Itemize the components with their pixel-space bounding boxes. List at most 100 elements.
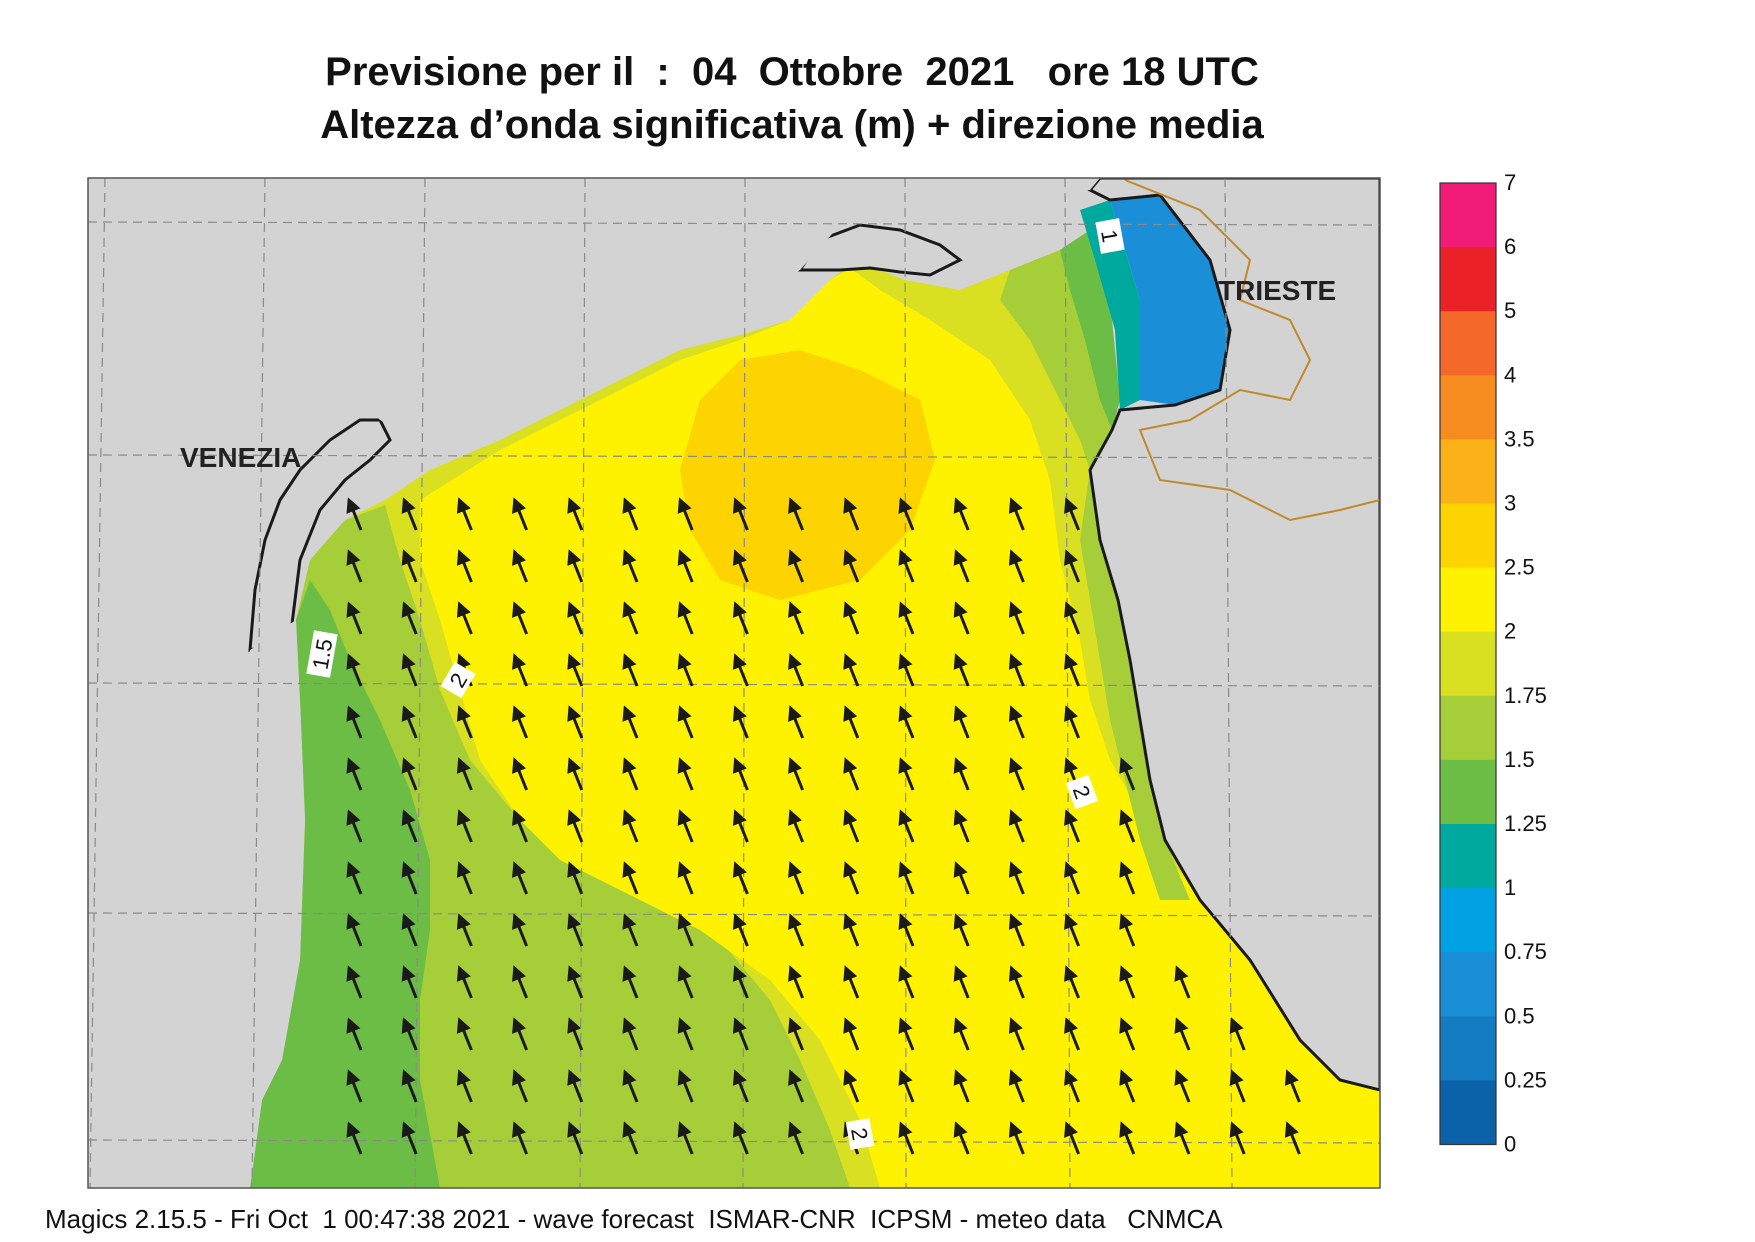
wave-direction-arrow xyxy=(512,1017,528,1051)
wave-direction-arrow xyxy=(401,601,418,635)
wave-direction-arrow xyxy=(1064,549,1080,583)
wave-direction-arrow xyxy=(898,601,915,635)
wave-direction-arrow xyxy=(788,705,804,739)
wave-direction-arrow xyxy=(346,549,363,583)
wave-direction-arrow xyxy=(512,913,528,947)
wave-direction-arrow xyxy=(788,497,804,531)
wave-direction-arrow xyxy=(677,913,694,947)
colorbar: 7 6 5 4 3.5 3 2.5 2 1.75 1.5 1.25 1 0.75 0.5 0.25 0 xyxy=(1439,170,1547,1157)
contour-label-1-5: 1.5 xyxy=(306,630,338,678)
colorbar-label: 0.5 xyxy=(1504,1003,1535,1028)
wave-direction-arrow xyxy=(512,861,528,895)
wave-direction-arrow xyxy=(843,653,860,687)
wave-direction-arrow xyxy=(622,757,639,791)
wave-direction-arrow xyxy=(1119,1069,1136,1103)
wave-direction-arrow xyxy=(953,913,970,947)
wave-direction-arrow xyxy=(456,549,473,583)
colorbar-swatch xyxy=(1440,439,1496,504)
wave-direction-arrow xyxy=(512,601,528,635)
wave-direction-arrow xyxy=(1174,1121,1191,1155)
wave-direction-arrow xyxy=(953,861,970,895)
colorbar-label: 0.25 xyxy=(1504,1067,1547,1092)
wave-direction-arrow xyxy=(567,497,584,531)
colorbar-label: 3 xyxy=(1504,491,1516,516)
wave-direction-arrow xyxy=(346,757,363,791)
wave-direction-arrow xyxy=(843,965,860,999)
wave-direction-arrow xyxy=(788,653,804,687)
wave-direction-arrow xyxy=(456,497,473,531)
wave-direction-arrow xyxy=(677,497,694,531)
wave-direction-arrow xyxy=(346,1017,363,1051)
wave-direction-arrow xyxy=(401,549,418,583)
wave-direction-arrow xyxy=(677,965,694,999)
colorbar-swatch xyxy=(1440,503,1496,569)
wave-direction-arrow xyxy=(1008,705,1025,739)
wave-direction-arrow xyxy=(456,1017,473,1051)
wave-direction-arrow xyxy=(898,913,915,947)
wave-direction-arrow xyxy=(843,497,860,531)
wave-direction-arrow xyxy=(401,705,418,739)
colorbar-swatch xyxy=(1440,1016,1496,1081)
wave-direction-arrow xyxy=(1008,1017,1025,1051)
colorbar-label: 1 xyxy=(1504,875,1516,900)
wave-direction-arrow xyxy=(346,653,363,687)
sea-zone-175-east-coast xyxy=(1080,470,1190,900)
wave-direction-arrow xyxy=(456,1121,473,1155)
map-frame xyxy=(87,177,1381,1189)
wave-direction-arrow xyxy=(456,913,473,947)
wave-direction-arrow xyxy=(1119,913,1136,947)
wave-direction-arrow xyxy=(1119,861,1136,895)
wave-direction-arrow xyxy=(677,1121,694,1155)
wave-direction-arrow xyxy=(567,1017,584,1051)
map-area: 1 1.5 2 2 2 VENEZIA TRIESTE xyxy=(88,178,1380,1188)
wave-direction-arrow xyxy=(677,601,694,635)
wave-direction-arrow xyxy=(732,757,749,791)
colorbar-label: 3.5 xyxy=(1504,426,1535,451)
wave-direction-arrow xyxy=(401,1069,418,1103)
wave-direction-arrow xyxy=(677,861,694,895)
colorbar-label: 4 xyxy=(1504,362,1516,387)
colorbar-swatch xyxy=(1440,1080,1496,1145)
wave-direction-arrow xyxy=(788,549,804,583)
wave-direction-arrow xyxy=(1008,757,1025,791)
wave-direction-arrow xyxy=(843,861,860,895)
wave-direction-arrow xyxy=(898,549,915,583)
wave-direction-arrow xyxy=(456,705,473,739)
wave-direction-arrow xyxy=(788,601,804,635)
wave-direction-arrow xyxy=(346,1121,363,1155)
wave-direction-arrow xyxy=(898,705,915,739)
wave-direction-arrow xyxy=(898,1017,915,1051)
wave-direction-arrow xyxy=(732,705,749,739)
wave-direction-arrow xyxy=(1284,1069,1301,1103)
wave-direction-arrow xyxy=(898,861,915,895)
wave-direction-arrow xyxy=(843,1069,860,1103)
wave-direction-arrow xyxy=(1064,913,1080,947)
wave-direction-arrow xyxy=(401,965,418,999)
contour-label-2-south: 2 xyxy=(845,1118,875,1150)
colorbar-swatch xyxy=(1440,695,1496,761)
wave-direction-arrow xyxy=(953,1069,970,1103)
wave-direction-arrow xyxy=(622,809,639,843)
wave-direction-arrow xyxy=(567,705,584,739)
wave-direction-arrow xyxy=(512,497,528,531)
wave-direction-arrow xyxy=(512,1121,528,1155)
svg-text:1.5: 1.5 xyxy=(308,637,338,671)
wave-direction-arrow xyxy=(456,809,473,843)
colorbar-swatch xyxy=(1440,567,1496,633)
wave-direction-arrow xyxy=(788,861,804,895)
wave-direction-arrow xyxy=(1008,653,1025,687)
colorbar-label: 6 xyxy=(1504,234,1516,259)
wave-direction-arrow xyxy=(1119,757,1136,791)
wave-direction-arrow xyxy=(1008,913,1025,947)
wave-direction-arrow xyxy=(1064,861,1080,895)
wave-direction-arrow xyxy=(1008,965,1025,999)
wave-direction-arrow xyxy=(898,653,915,687)
wave-direction-arrow xyxy=(346,809,363,843)
wave-direction-arrow xyxy=(953,809,970,843)
wave-direction-arrow xyxy=(512,1069,528,1103)
wave-direction-arrow xyxy=(677,1017,694,1051)
colorbar-label: 5 xyxy=(1504,298,1516,323)
wave-direction-arrow xyxy=(732,497,749,531)
wave-direction-arrow xyxy=(953,1121,970,1155)
